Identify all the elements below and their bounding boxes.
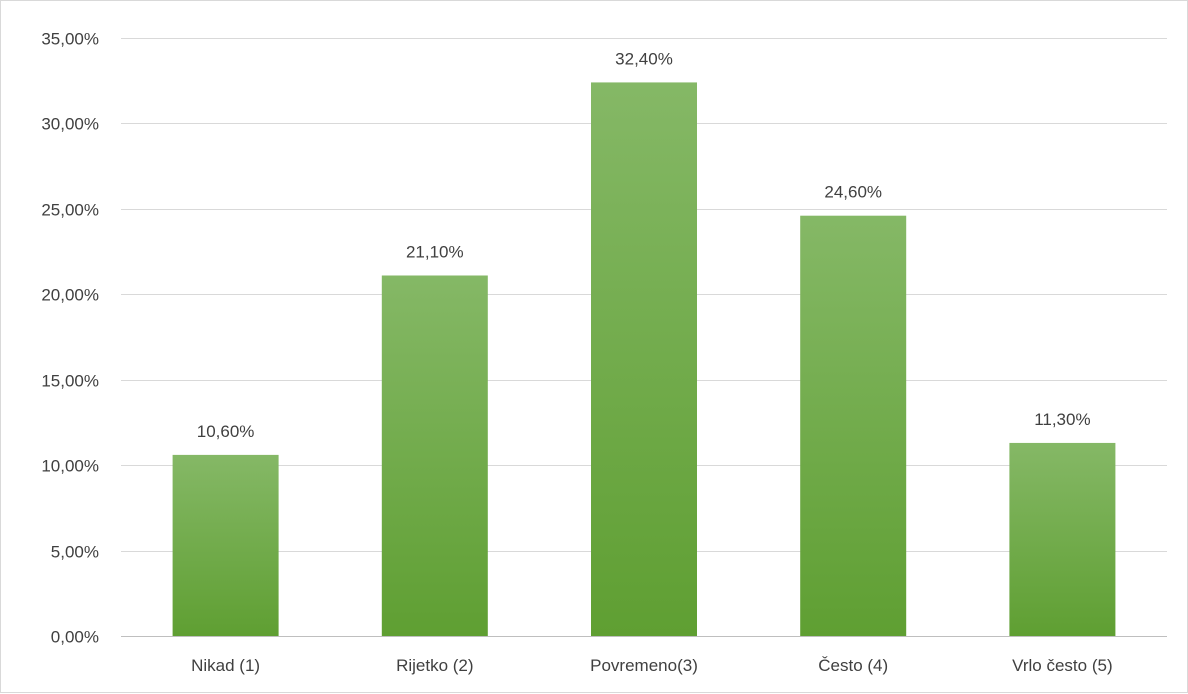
y-tick-label: 5,00% [51, 543, 99, 562]
data-label: 21,10% [406, 242, 464, 261]
bars [172, 82, 1116, 637]
y-tick-label: 10,00% [41, 457, 99, 476]
y-tick-label: 25,00% [41, 201, 99, 220]
y-tick-label: 20,00% [41, 286, 99, 305]
bar [172, 454, 279, 636]
data-label: 24,60% [824, 183, 882, 202]
data-label: 10,60% [197, 422, 255, 441]
x-tick-label: Povremeno(3) [590, 656, 698, 675]
bar [800, 215, 907, 637]
x-axis-ticks: Nikad (1) Rijetko (2) Povremeno(3) Često (4… [191, 656, 1113, 675]
data-label: 11,30% [1034, 410, 1090, 429]
data-labels: 10,60% 21,10% 32,40% 24,60% 11,30% [197, 49, 1091, 440]
data-label: 32,40% [615, 49, 673, 68]
y-tick-label: 35,00% [41, 30, 99, 49]
x-tick-label: Često (4) [818, 656, 888, 675]
bar [381, 275, 488, 636]
x-tick-label: Nikad (1) [191, 656, 260, 675]
y-tick-label: 15,00% [41, 372, 99, 391]
y-tick-label: 0,00% [51, 628, 99, 647]
x-tick-label: Rijetko (2) [396, 656, 473, 675]
y-axis-ticks: 0,00% 5,00% 10,00% 15,00% 20,00% 25,00% 30,00%… [41, 30, 99, 647]
bar [591, 82, 697, 637]
y-tick-label: 30,00% [41, 115, 99, 134]
x-tick-label: Vrlo često (5) [1012, 656, 1112, 675]
bar [1009, 442, 1116, 636]
